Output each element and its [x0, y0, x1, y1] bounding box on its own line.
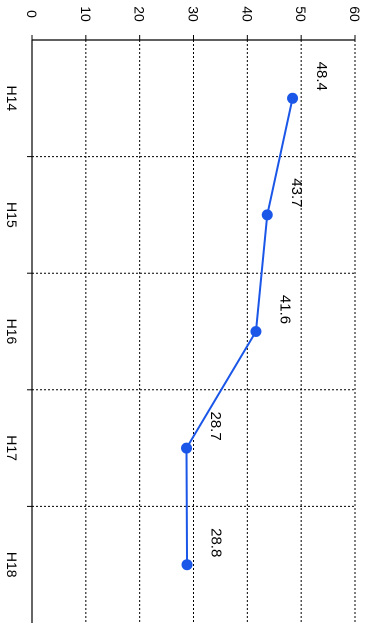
labels: 0 10 20 30 40 50 60 H14 H15 H16 H17 H18 48.4 43.7 41.6… — [4, 6, 363, 578]
gridlines — [32, 40, 356, 623]
value-tick-label: 20 — [132, 6, 148, 22]
data-label: 41.6 — [276, 295, 293, 324]
value-tick-label: 30 — [186, 6, 202, 22]
data-point — [261, 209, 273, 221]
category-label: H15 — [4, 202, 20, 228]
data-label: 43.7 — [288, 178, 305, 207]
data-label: 28.7 — [207, 411, 224, 440]
series-layer — [181, 92, 299, 571]
value-tick-label: 60 — [347, 6, 363, 22]
value-tick-label: 0 — [24, 10, 40, 18]
data-point — [181, 442, 193, 454]
data-label: 48.4 — [313, 62, 330, 91]
value-tick-label: 40 — [239, 6, 255, 22]
category-label: H18 — [4, 552, 20, 578]
category-label: H14 — [4, 85, 20, 111]
value-tick-label: 50 — [293, 6, 309, 22]
axes — [27, 35, 356, 623]
category-label: H16 — [4, 319, 20, 345]
category-label: H17 — [4, 435, 20, 461]
data-point — [287, 92, 299, 104]
data-point — [250, 326, 262, 337]
value-tick-label: 10 — [78, 6, 94, 22]
data-label: 28.8 — [208, 528, 225, 557]
data-point — [181, 559, 193, 571]
series-line — [185, 98, 294, 565]
